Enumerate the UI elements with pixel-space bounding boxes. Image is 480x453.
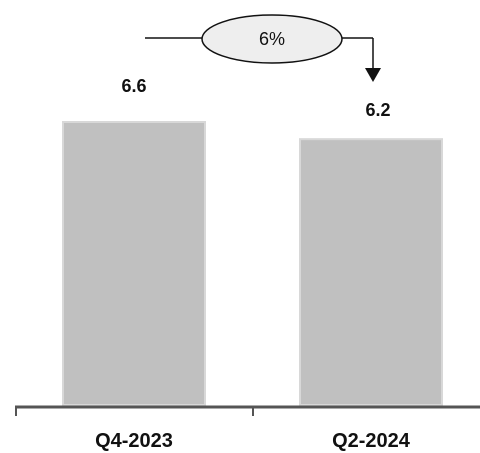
value-labels-group: 6.6 6.2 <box>121 76 390 120</box>
annotation-bubble <box>201 14 343 64</box>
bar-q2-2024 <box>299 138 443 406</box>
annotation-text: 6% <box>259 29 285 49</box>
annotation-arrow-head <box>365 68 381 82</box>
bar-q4-2023 <box>62 121 206 406</box>
value-label-q4-2023: 6.6 <box>121 76 146 96</box>
value-label-q2-2024: 6.2 <box>365 100 390 120</box>
change-annotation: 6% <box>145 14 381 82</box>
x-tick-label-q4-2023: Q4-2023 <box>95 430 173 452</box>
x-tick-label-q2-2024: Q2-2024 <box>332 430 411 452</box>
bars-group <box>62 121 443 406</box>
